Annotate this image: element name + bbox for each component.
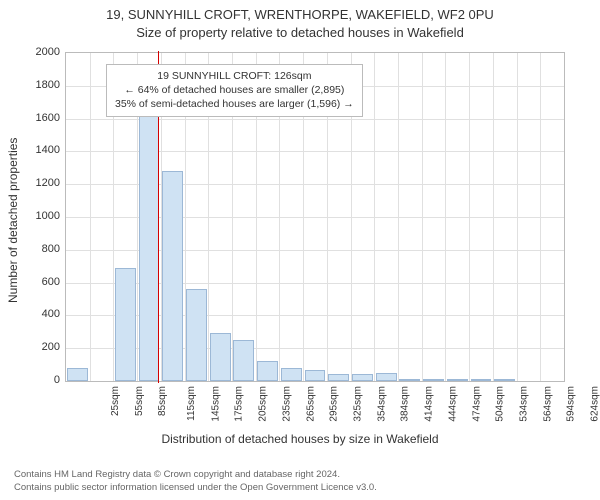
histogram-bar xyxy=(423,379,444,381)
histogram-bar xyxy=(257,361,278,381)
y-axis-label: Number of detached properties xyxy=(6,138,20,303)
title-line-2: Size of property relative to detached ho… xyxy=(0,24,600,42)
y-tick-label: 2000 xyxy=(20,46,60,58)
x-tick-label: 115sqm xyxy=(186,386,197,421)
y-tick-label: 400 xyxy=(20,308,60,320)
histogram-bar xyxy=(186,289,207,381)
gridline-v xyxy=(517,53,518,381)
x-tick-label: 624sqm xyxy=(590,386,600,422)
y-tick-label: 0 xyxy=(20,374,60,386)
histogram-bar xyxy=(162,171,183,381)
gridline-v xyxy=(90,53,91,381)
gridline-v xyxy=(374,53,375,381)
x-tick-label: 145sqm xyxy=(210,386,221,422)
histogram-bar xyxy=(399,379,420,381)
gridline-v xyxy=(540,53,541,381)
histogram-bar xyxy=(494,379,515,381)
x-tick-label: 444sqm xyxy=(447,386,458,422)
title-line-1: 19, SUNNYHILL CROFT, WRENTHORPE, WAKEFIE… xyxy=(0,6,600,24)
x-tick-label: 504sqm xyxy=(495,386,506,422)
footer: Contains HM Land Registry data © Crown c… xyxy=(14,469,377,494)
y-tick-label: 1600 xyxy=(20,112,60,124)
histogram-bar xyxy=(376,373,397,381)
histogram-bar xyxy=(115,268,136,381)
x-tick-label: 55sqm xyxy=(134,386,145,416)
y-tick-label: 1400 xyxy=(20,144,60,156)
histogram-bar xyxy=(471,379,492,381)
title-block: 19, SUNNYHILL CROFT, WRENTHORPE, WAKEFIE… xyxy=(0,0,600,41)
histogram-bar xyxy=(328,374,349,381)
x-tick-label: 534sqm xyxy=(519,386,530,422)
annotation-line-3: 35% of semi-detached houses are larger (… xyxy=(115,97,354,111)
gridline-v xyxy=(422,53,423,381)
footer-line-1: Contains HM Land Registry data © Crown c… xyxy=(14,469,377,481)
histogram-bar xyxy=(447,379,468,381)
x-tick-label: 474sqm xyxy=(471,386,482,422)
x-tick-label: 175sqm xyxy=(234,386,245,422)
x-tick-label: 354sqm xyxy=(376,386,387,422)
gridline-v xyxy=(398,53,399,381)
x-tick-label: 594sqm xyxy=(566,386,577,422)
histogram-bar xyxy=(210,333,231,381)
x-tick-label: 564sqm xyxy=(542,386,553,422)
histogram-bar xyxy=(305,370,326,381)
histogram-bar xyxy=(139,115,160,381)
annotation-box: 19 SUNNYHILL CROFT: 126sqm ← 64% of deta… xyxy=(106,64,363,117)
histogram-bar xyxy=(352,374,373,381)
y-tick-label: 1000 xyxy=(20,210,60,222)
x-tick-label: 265sqm xyxy=(305,386,316,422)
gridline-v xyxy=(469,53,470,381)
x-tick-label: 85sqm xyxy=(157,386,168,416)
y-tick-label: 200 xyxy=(20,341,60,353)
histogram-bar xyxy=(281,368,302,381)
gridline-v xyxy=(445,53,446,381)
y-tick-label: 1800 xyxy=(20,79,60,91)
x-tick-label: 25sqm xyxy=(110,386,121,416)
histogram-bar xyxy=(67,368,88,381)
histogram-bar xyxy=(233,340,254,381)
x-axis-label: Distribution of detached houses by size … xyxy=(0,432,600,446)
y-tick-label: 800 xyxy=(20,243,60,255)
x-tick-label: 384sqm xyxy=(400,386,411,422)
x-tick-label: 414sqm xyxy=(424,386,435,422)
x-tick-label: 205sqm xyxy=(258,386,269,422)
annotation-line-1: 19 SUNNYHILL CROFT: 126sqm xyxy=(115,69,354,83)
x-tick-label: 325sqm xyxy=(353,386,364,422)
annotation-line-2: ← 64% of detached houses are smaller (2,… xyxy=(115,83,354,97)
x-tick-label: 235sqm xyxy=(281,386,292,422)
chart-container: 19, SUNNYHILL CROFT, WRENTHORPE, WAKEFIE… xyxy=(0,0,600,500)
y-tick-label: 1200 xyxy=(20,177,60,189)
y-tick-label: 600 xyxy=(20,276,60,288)
gridline-v xyxy=(493,53,494,381)
footer-line-2: Contains public sector information licen… xyxy=(14,482,377,494)
x-tick-label: 295sqm xyxy=(329,386,340,422)
